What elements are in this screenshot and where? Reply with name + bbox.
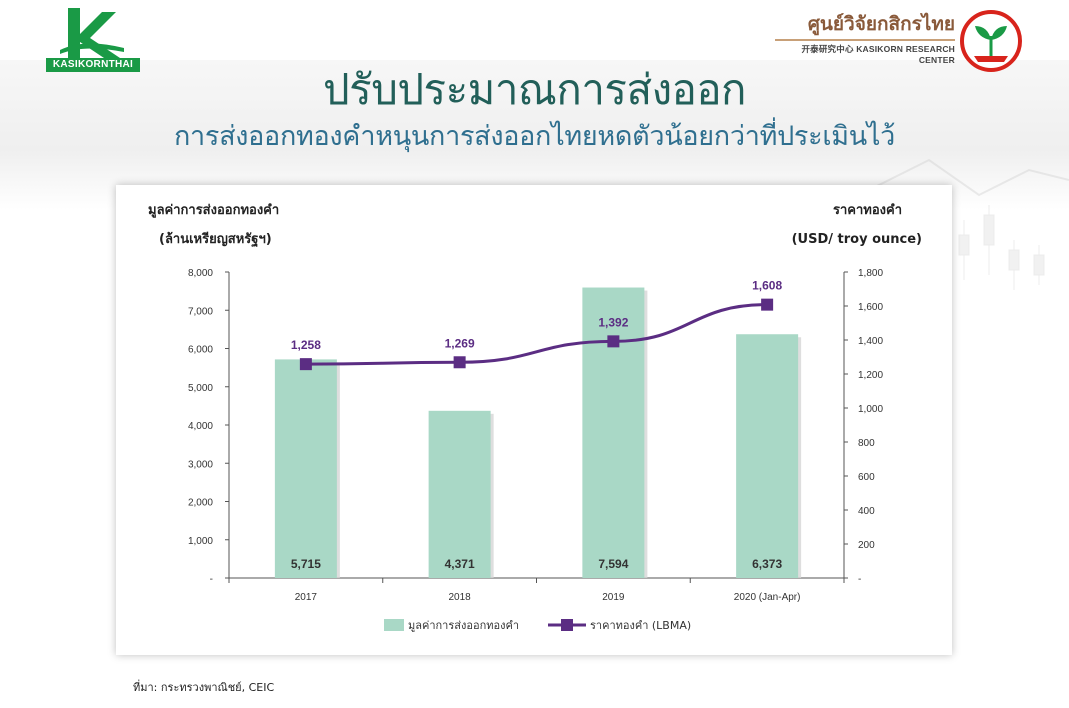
legend-bar-swatch [384,619,404,631]
brand-divider [775,39,955,41]
bar [736,334,799,578]
line-data-label: 1,392 [598,315,628,329]
brand-english-name: 开泰研究中心 KASIKORN RESEARCH CENTER [801,44,955,65]
line-data-label: 1,608 [752,279,782,293]
y-left-tick-label: 4,000 [188,421,213,432]
kasikorn-emblem-icon [960,10,1022,72]
research-center-brand: ศูนย์วิจัยกสิกรไทย 开泰研究中心 KASIKORN RESEA… [775,10,955,65]
x-category-label: 2017 [295,592,318,603]
y-left-tick-label: 2,000 [188,498,213,509]
y-right-tick-label: 1,000 [858,404,883,415]
gold-export-chart: - 1,000 2,000 3,000 4,000 5,000 6,000 7,000 8,00… [148,202,922,632]
page-title: ปรับประมาณการส่งออก [323,65,746,114]
y-left-tick-label: 3,000 [188,459,213,470]
y-left-tick-label: 7,000 [188,306,213,317]
y-right-tick-label: - [858,574,861,585]
line-point-marker [453,356,466,369]
y-right-tick-label: 800 [858,438,875,449]
kasikornthai-wordmark: KASIKORNTHAI [46,58,140,72]
bar-data-label: 5,715 [291,557,321,571]
y-right-tick-label: 1,200 [858,370,883,381]
y-right-axis-title: ราคาทองคำ [833,202,902,218]
bar [428,410,491,578]
y-left-axis-title: มูลค่าการส่งออกทองคำ [148,202,279,218]
bar [274,359,337,578]
y-right-tick-label: 1,600 [858,302,883,313]
line-point-marker [299,358,312,371]
x-category-label: 2018 [449,592,472,603]
bar-data-label: 4,371 [445,557,475,571]
y-right-axis-unit: (USD/ troy ounce) [792,232,922,247]
brand-thai-name: ศูนย์วิจัยกสิกรไทย [807,13,955,35]
y-left-axis-unit: (ล้านเหรียญสหรัฐฯ) [159,231,272,248]
y-right-tick-label: 1,800 [858,268,883,279]
line-data-label: 1,258 [291,338,321,352]
x-category-label: 2019 [602,592,625,603]
chart-card: - 1,000 2,000 3,000 4,000 5,000 6,000 7,000 8,00… [116,185,952,655]
bar [582,287,645,578]
y-left-tick-label: 8,000 [188,268,213,279]
y-right-tick-label: 400 [858,506,875,517]
line-point-marker [607,335,620,348]
line-data-label: 1,269 [445,336,475,350]
bar-data-label: 6,373 [752,557,782,571]
y-right-tick-label: 600 [858,472,875,483]
y-left-tick-label: - [210,574,213,585]
page-subtitle: การส่งออกทองคำหนุนการส่งออกไทยหดตัวน้อยก… [173,121,896,152]
gold-price-line [305,303,768,366]
y-left-tick-label: 1,000 [188,536,213,547]
y-left-tick-label: 6,000 [188,345,213,356]
source-note: ที่มา: กระทรวงพาณิชย์, CEIC [133,681,275,694]
legend-line-label: ราคาทองคำ (LBMA) [590,619,691,632]
line-point-marker [761,298,774,311]
x-category-label: 2020 (Jan-Apr) [734,592,801,603]
y-right-tick-label: 1,400 [858,336,883,347]
kasikornthai-logo-icon [60,8,124,58]
y-right-tick-label: 200 [858,540,875,551]
bar-data-label: 7,594 [598,557,628,571]
legend-bar-label: มูลค่าการส่งออกทองคำ [408,619,519,632]
legend-line-marker [561,619,573,631]
y-left-tick-label: 5,000 [188,383,213,394]
